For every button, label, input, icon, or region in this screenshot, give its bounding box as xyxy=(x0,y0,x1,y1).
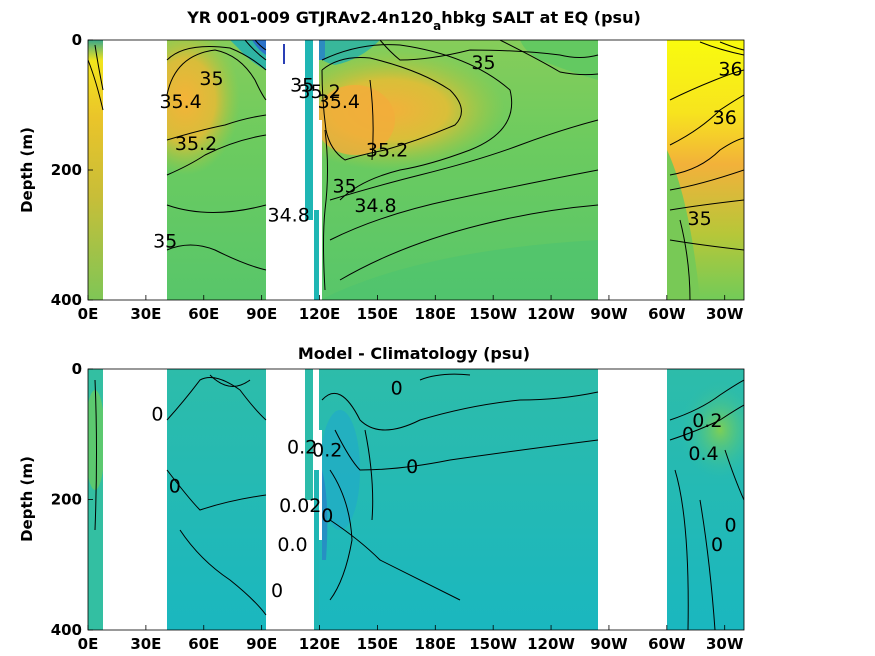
panel1-contours xyxy=(88,40,744,300)
x-tick-label: 90E xyxy=(246,635,277,653)
panel2-atlantic-pos xyxy=(680,380,744,480)
x-tick-label: 0E xyxy=(78,635,99,653)
x-tick-label: 30W xyxy=(706,305,744,323)
panel2-land xyxy=(103,369,667,630)
contour-label: 0.2 xyxy=(312,440,342,462)
y-tick-label: 200 xyxy=(51,161,82,179)
panel2-indo-strip xyxy=(305,369,313,500)
x-tick-label: 180E xyxy=(415,635,457,653)
contour-label: 35 xyxy=(688,208,712,230)
contour-label: 35.2 xyxy=(175,133,217,155)
y-tick-label: 400 xyxy=(51,621,82,639)
panel2-contours xyxy=(94,373,744,630)
x-tick-label: 60W xyxy=(648,305,686,323)
contour-label: 0 xyxy=(169,475,181,497)
contour-label: 0 xyxy=(271,580,283,602)
panel1-land xyxy=(103,40,667,300)
x-tick-label: 90W xyxy=(590,305,628,323)
contour-label: 35.2 xyxy=(366,140,408,162)
x-tick-label: 150W xyxy=(469,635,517,653)
panel1-indo-strip xyxy=(305,40,313,220)
contour-label: 35 xyxy=(153,231,177,253)
x-tick-label: 30E xyxy=(130,305,161,323)
contour-label: 0 xyxy=(321,505,333,527)
x-tick-label: 120E xyxy=(299,635,341,653)
x-tick-label: 120W xyxy=(527,305,575,323)
x-tick-label: 30E xyxy=(130,635,161,653)
panel2-indo-strip2 xyxy=(314,470,319,630)
x-tick-label: 90W xyxy=(590,635,628,653)
panel1-bay-fresh xyxy=(283,44,285,64)
panel1-atlantic-west-deep xyxy=(667,150,700,300)
panel1-wp-fresh2 xyxy=(319,40,325,60)
x-tick-label: 0E xyxy=(78,305,99,323)
x-tick-label: 180E xyxy=(415,305,457,323)
panel1-ylabel: Depth (m) xyxy=(18,127,36,213)
contour-label: 35.4 xyxy=(159,91,201,113)
panel1-pacific-warmest xyxy=(315,85,395,155)
contour-label: 0 xyxy=(724,515,736,537)
x-tick-label: 30W xyxy=(706,635,744,653)
contour-label: 36 xyxy=(718,58,742,80)
contour-label: 0.0 xyxy=(277,534,307,556)
contour-label: 35 xyxy=(471,52,495,74)
panel2-ylabel: Depth (m) xyxy=(18,456,36,542)
contour-label: 34.8 xyxy=(354,195,396,217)
y-tick-label: 0 xyxy=(72,31,82,49)
x-tick-label: 120W xyxy=(527,635,575,653)
contour-label: 0 xyxy=(682,423,694,445)
contour-label: 0 xyxy=(711,534,723,556)
contour-label: 35 xyxy=(333,175,357,197)
x-tick-label: 120E xyxy=(299,305,341,323)
panel1-title: YR 001-009 GTJRAv2.4n120ahbkg SALT at EQ… xyxy=(186,8,641,33)
x-tick-label: 150E xyxy=(357,305,399,323)
y-tick-label: 0 xyxy=(72,360,82,378)
panel1-indo-strip2 xyxy=(314,210,319,300)
y-tick-label: 400 xyxy=(51,291,82,309)
contour-label: 35 xyxy=(199,68,223,90)
panel1-africa-strip xyxy=(88,40,103,300)
panel1-eio-freshest xyxy=(252,40,266,55)
contour-label: 35.2 xyxy=(298,81,340,103)
contour-label: 0 xyxy=(406,456,418,478)
panel2-ticks: 0E 30E 60E 90E 120E 150E 180E 150W 120W 90W 60W 30W… xyxy=(51,360,744,653)
contour-label: 35.4 xyxy=(318,91,360,113)
contour-label: 0 xyxy=(391,378,403,400)
contour-label: 0.2 xyxy=(692,410,722,432)
contour-label: 36 xyxy=(713,107,737,129)
y-tick-label: 200 xyxy=(51,491,82,509)
x-tick-label: 90E xyxy=(246,305,277,323)
x-tick-label: 60E xyxy=(188,305,219,323)
contour-label: 34.8 xyxy=(268,205,310,227)
x-tick-label: 60E xyxy=(188,635,219,653)
panel2-wp-neg-core xyxy=(322,470,328,560)
contour-label: 35 xyxy=(290,75,314,97)
contour-label: 0.2 xyxy=(287,436,317,458)
contour-label: 0.4 xyxy=(688,443,718,465)
panel1-deep-fresh xyxy=(320,240,598,300)
contour-label: 0.02 xyxy=(279,495,321,517)
panel2-wp-neg xyxy=(320,410,360,530)
panel1-ticks: 0E 30E 60E 90E 120E 150E 180E 150W 120W 90W 60W 30W… xyxy=(51,31,744,323)
x-tick-label: 150E xyxy=(357,635,399,653)
x-tick-label: 60W xyxy=(648,635,686,653)
contour-label: 0 xyxy=(151,404,163,426)
panel1-ep-surface xyxy=(520,40,598,80)
panel2-title: Model - Climatology (psu) xyxy=(298,344,530,363)
x-tick-label: 150W xyxy=(469,305,517,323)
